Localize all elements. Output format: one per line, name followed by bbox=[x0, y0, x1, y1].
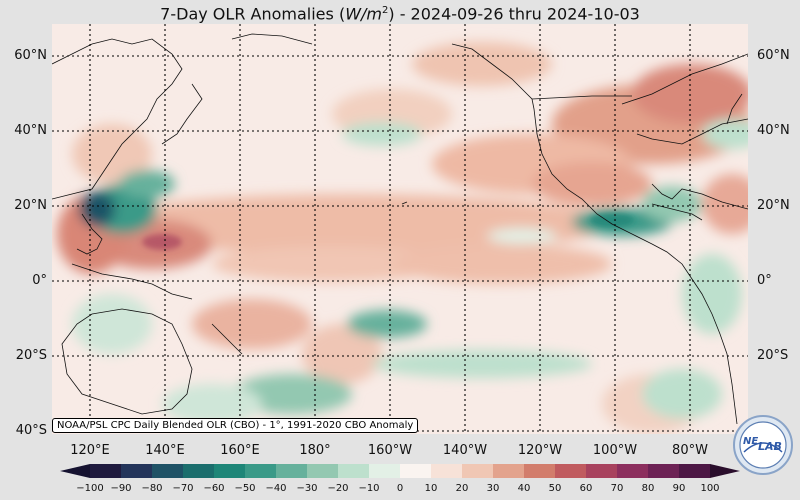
colorbar-segment bbox=[431, 464, 463, 478]
colorbar-tick-label: 20 bbox=[455, 483, 469, 494]
lon-label-120e: 120°E bbox=[70, 443, 110, 458]
colorbar-segment bbox=[369, 464, 401, 478]
lat-label-20s-right: 20°S bbox=[757, 348, 789, 363]
lon-label-140e: 140°E bbox=[145, 443, 185, 458]
colorbar-segment bbox=[493, 464, 525, 478]
lat-label-60n-right: 60°N bbox=[757, 48, 790, 63]
lon-label-120w: 120°W bbox=[517, 443, 563, 458]
colorbar-tick-label: 70 bbox=[610, 483, 624, 494]
colorbar-tick-label: −10 bbox=[358, 483, 380, 494]
colorbar-tick-label: 50 bbox=[548, 483, 562, 494]
colorbar-tick-label: −50 bbox=[234, 483, 256, 494]
colorbar-segment bbox=[121, 464, 153, 478]
colorbar-segment bbox=[586, 464, 618, 478]
lon-label-160w: 160°W bbox=[367, 443, 413, 458]
colorbar-tick-label: 60 bbox=[579, 483, 593, 494]
lon-label-100w: 100°W bbox=[592, 443, 638, 458]
colorbar-left-arrow bbox=[60, 464, 90, 478]
colorbar-segment bbox=[90, 464, 122, 478]
colorbar-tick-label: 80 bbox=[641, 483, 655, 494]
colorbar-segment bbox=[648, 464, 680, 478]
colorbar-segment bbox=[462, 464, 494, 478]
colorbar-tick-label: −30 bbox=[296, 483, 318, 494]
lon-label-80w: 80°W bbox=[672, 443, 708, 458]
colorbar-segment bbox=[183, 464, 215, 478]
data-source-credit: NOAA/PSL CPC Daily Blended OLR (CBO) - 1… bbox=[52, 418, 419, 433]
colorbar-segment bbox=[555, 464, 587, 478]
lon-label-140w: 140°W bbox=[442, 443, 488, 458]
colorbar bbox=[60, 464, 740, 478]
lat-label-equator-right: 0° bbox=[757, 273, 772, 288]
lat-label-20s: 20°S bbox=[15, 348, 47, 363]
colorbar-right-arrow bbox=[710, 464, 740, 478]
colorbar-tick-label: 30 bbox=[486, 483, 500, 494]
coastlines bbox=[52, 33, 748, 425]
colorbar-segment bbox=[152, 464, 184, 478]
colorbar-tick-label: −60 bbox=[203, 483, 225, 494]
colorbar-segment bbox=[524, 464, 556, 478]
colorbar-tick-label: −70 bbox=[172, 483, 194, 494]
colorbar-segment bbox=[245, 464, 277, 478]
anomaly-field bbox=[57, 42, 748, 434]
lat-label-40n: 40°N bbox=[14, 123, 47, 138]
anomaly-map bbox=[52, 24, 748, 434]
colorbar-segment bbox=[338, 464, 370, 478]
colorbar-segment bbox=[307, 464, 339, 478]
svg-text:NE: NE bbox=[743, 436, 758, 447]
colorbar-segment bbox=[400, 464, 432, 478]
colorbar-tick-label: −80 bbox=[141, 483, 163, 494]
colorbar-tick-label: 10 bbox=[424, 483, 438, 494]
colorbar-tick-label: 40 bbox=[517, 483, 531, 494]
colorbar-segment bbox=[276, 464, 308, 478]
colorbar-tick-label: −100 bbox=[76, 483, 104, 494]
lon-label-180: 180° bbox=[299, 443, 331, 458]
colorbar-segment bbox=[214, 464, 246, 478]
lat-label-equator: 0° bbox=[32, 273, 47, 288]
colorbar-segment bbox=[679, 464, 711, 478]
svg-text:LAB: LAB bbox=[758, 440, 782, 453]
colorbar-segment bbox=[617, 464, 649, 478]
lon-label-160e: 160°E bbox=[220, 443, 260, 458]
lat-label-20n: 20°N bbox=[14, 198, 47, 213]
colorbar-tick-label: 90 bbox=[672, 483, 686, 494]
map-title: 7-Day OLR Anomalies (W/m2) - 2024-09-26 … bbox=[160, 4, 640, 24]
lat-label-20n-right: 20°N bbox=[757, 198, 790, 213]
colorbar-tick-label: 100 bbox=[700, 483, 720, 494]
colorbar-tick-label: 0 bbox=[396, 483, 404, 494]
lat-label-60n: 60°N bbox=[14, 48, 47, 63]
colorbar-tick-label: −20 bbox=[327, 483, 349, 494]
colorbar-tick-label: −40 bbox=[265, 483, 287, 494]
lat-label-40s: 40°S bbox=[15, 423, 47, 438]
nextlab-logo: NE LAB bbox=[733, 415, 793, 475]
colorbar-tick-label: −90 bbox=[110, 483, 132, 494]
lat-label-40n-right: 40°N bbox=[757, 123, 790, 138]
